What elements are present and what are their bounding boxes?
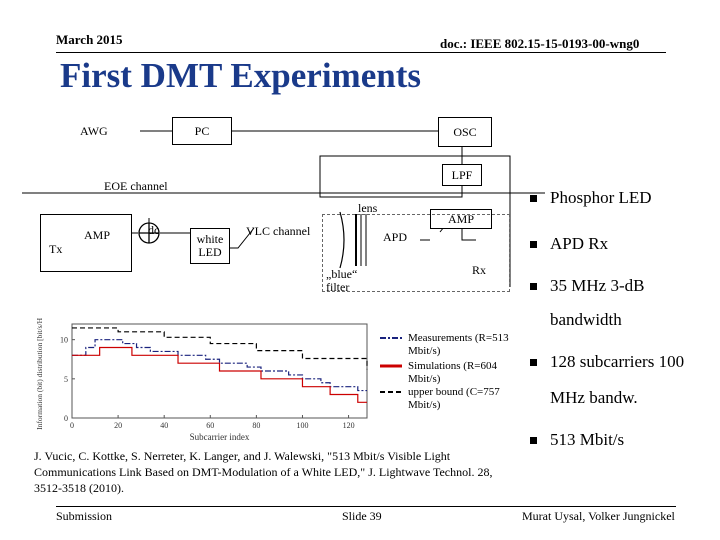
bit-distribution-chart: 0 20 40 60 80 100 120 0 5 10 Subcarrier index Infor… [35,318,368,442]
legend-measurements: Measurements (R=513 Mbit/s) [408,332,509,357]
series-line-1 [72,339,367,392]
eoe-channel-label: EOE channel [104,179,168,193]
footer-right: Murat Uysal, Volker Jungnickel [522,509,675,523]
vlc-channel-label: VLC channel [246,224,311,238]
series-line-2 [72,346,367,403]
y-tick-label: 10 [60,336,68,345]
bullet-3-text: 35 MHz 3-dB [550,276,645,295]
page-title: First DMT Experiments [60,56,421,95]
y-tick-label: 0 [64,414,68,423]
x-tick-label: 80 [252,421,260,430]
bullet-5-text: 513 Mbit/s [550,430,625,449]
setup-diagram [22,130,545,287]
tx-label: Tx [49,242,63,256]
bullet-3-cont: bandwidth [550,310,622,329]
x-tick-label: 20 [114,421,122,430]
awg-label: AWG [80,124,108,138]
white-led-box: white LED [190,228,230,264]
series-line-3 [72,327,368,370]
tx-box: Tx [40,214,132,272]
lpf-box: LPF [442,164,482,186]
x-tick-label: 0 [70,421,74,430]
legend-simulations: Simulations (R=604 Mbit/s) [408,360,498,385]
footer-rule [56,506,676,507]
x-tick-label: 120 [343,421,355,430]
x-tick-label: 40 [160,421,168,430]
blue-filter-label: „blue“ filter [326,267,358,294]
bullet-4-cont: MHz bandw. [550,388,638,407]
bullet-4-text: 128 subcarriers 100 [550,352,685,371]
rx-label: Rx [472,263,487,277]
x-tick-label: 100 [296,421,308,430]
y-tick-label: 5 [64,375,68,384]
y-axis-label: Information (bit) distribution [bit/s/Hz… [35,318,44,430]
dc-label: dc [148,223,160,237]
footer-center: Slide 39 [342,509,382,523]
citation: J. Vucic, C. Kottke, S. Nerreter, K. Lan… [34,449,493,495]
header-doc: doc.: IEEE 802.15-15-0193-00-wng0 [440,36,640,51]
bullet-1-text: Phosphor LED [550,188,652,207]
rx-enclosure [322,214,510,292]
header-rule [56,52,666,53]
osc-box: OSC [438,117,492,147]
bullet-2-text: APD Rx [550,234,609,253]
pc-box: PC [172,117,232,145]
apd-label: APD [382,229,407,244]
amp-tx-label: AMP [83,227,110,242]
x-axis-label: Subcarrier index [190,432,250,442]
lens-label: lens [358,201,378,215]
footer-left: Submission [56,509,113,523]
header-date: March 2015 [56,32,123,47]
legend-upper-bound: upper bound (C=757 Mbit/s) [408,386,500,411]
x-tick-label: 60 [206,421,214,430]
